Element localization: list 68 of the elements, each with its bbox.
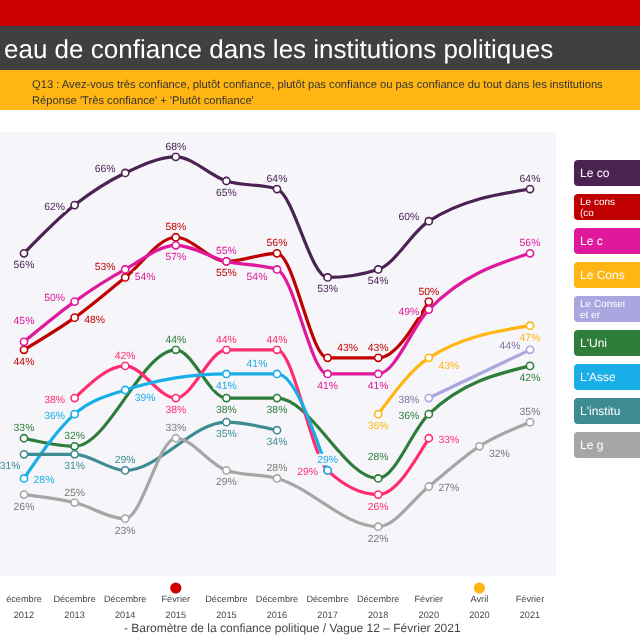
point <box>475 441 484 451</box>
point <box>272 474 282 483</box>
point <box>272 345 282 355</box>
point <box>171 393 181 403</box>
point <box>272 425 282 435</box>
point <box>424 216 434 226</box>
point <box>272 248 282 258</box>
point <box>222 417 231 427</box>
point <box>19 474 29 483</box>
point <box>19 248 29 258</box>
point <box>120 273 130 282</box>
point <box>70 498 79 507</box>
point <box>70 441 79 451</box>
point <box>222 393 231 403</box>
point <box>525 184 535 194</box>
point <box>19 449 29 459</box>
point <box>424 305 434 315</box>
point <box>525 248 535 258</box>
point <box>70 313 79 323</box>
point <box>272 369 282 379</box>
point <box>222 176 231 186</box>
point <box>171 240 181 250</box>
point <box>19 490 29 499</box>
point <box>171 152 181 162</box>
point <box>525 361 535 371</box>
point <box>70 297 79 306</box>
point <box>19 337 29 347</box>
point <box>373 369 383 379</box>
point <box>272 184 282 194</box>
point <box>171 232 181 242</box>
point <box>19 433 29 443</box>
point <box>70 200 79 210</box>
chart-title: eau de confiance dans les institutions politiques <box>4 34 555 64</box>
point <box>424 433 434 443</box>
point <box>120 361 130 371</box>
point <box>70 393 79 403</box>
point <box>373 265 383 274</box>
point <box>424 353 434 363</box>
point <box>222 466 231 475</box>
point <box>424 393 434 403</box>
point <box>373 490 383 499</box>
point <box>323 273 332 282</box>
point <box>424 482 434 491</box>
point <box>222 369 231 379</box>
point <box>373 353 383 363</box>
point <box>222 345 231 355</box>
point <box>424 409 434 419</box>
point <box>424 297 434 306</box>
point <box>272 265 282 274</box>
point <box>373 474 383 483</box>
point <box>120 385 130 395</box>
point <box>120 168 130 178</box>
point <box>120 265 130 274</box>
point <box>323 353 332 363</box>
point <box>120 466 130 475</box>
point <box>323 369 332 379</box>
point <box>171 433 181 443</box>
point <box>525 417 535 427</box>
point <box>70 409 79 419</box>
point <box>272 393 282 403</box>
point <box>373 522 383 532</box>
point <box>19 345 29 355</box>
point <box>120 514 130 524</box>
point <box>171 345 181 355</box>
point <box>70 449 79 459</box>
point <box>525 345 535 355</box>
point <box>525 321 535 331</box>
point <box>373 409 383 419</box>
